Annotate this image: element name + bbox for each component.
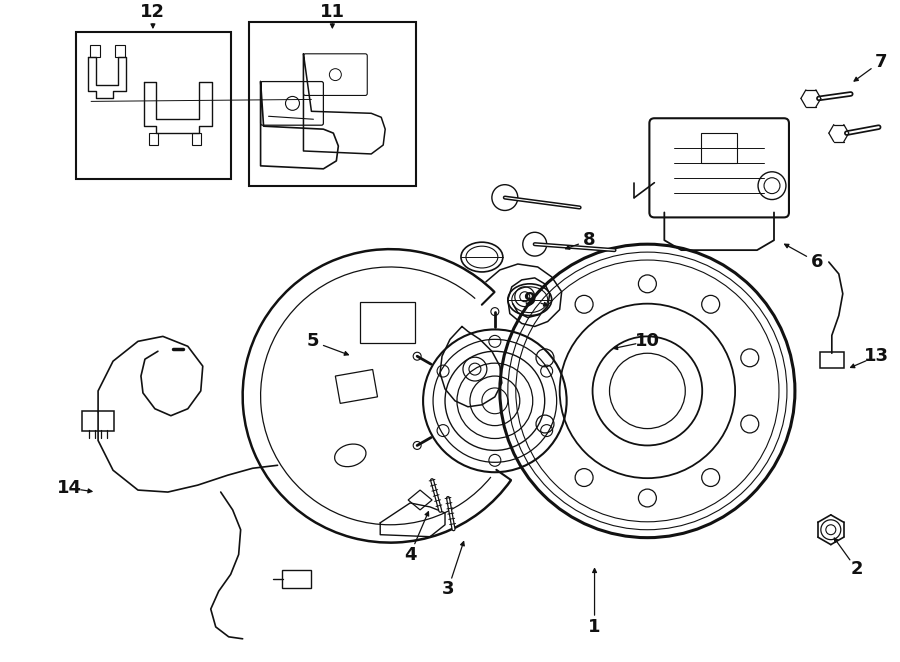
Text: 10: 10 [634,332,660,350]
Text: 12: 12 [140,3,166,21]
Bar [115,45,125,57]
Bar [336,369,377,403]
Text: 2: 2 [850,561,863,579]
Text: 5: 5 [306,332,319,350]
Text: 11: 11 [320,3,345,21]
Bar [701,133,737,163]
Bar [360,302,415,344]
Text: 14: 14 [57,479,82,497]
Text: 7: 7 [875,53,886,71]
Text: 3: 3 [442,580,454,598]
Text: 6: 6 [811,253,824,271]
Bar [76,32,230,179]
Text: 1: 1 [589,618,601,636]
Bar [148,133,157,145]
Text: 4: 4 [404,545,417,563]
Text: 8: 8 [583,231,596,249]
Text: 13: 13 [864,347,889,365]
Bar [192,133,201,145]
Bar [90,45,100,57]
Text: 9: 9 [524,291,536,308]
Bar [248,22,416,185]
